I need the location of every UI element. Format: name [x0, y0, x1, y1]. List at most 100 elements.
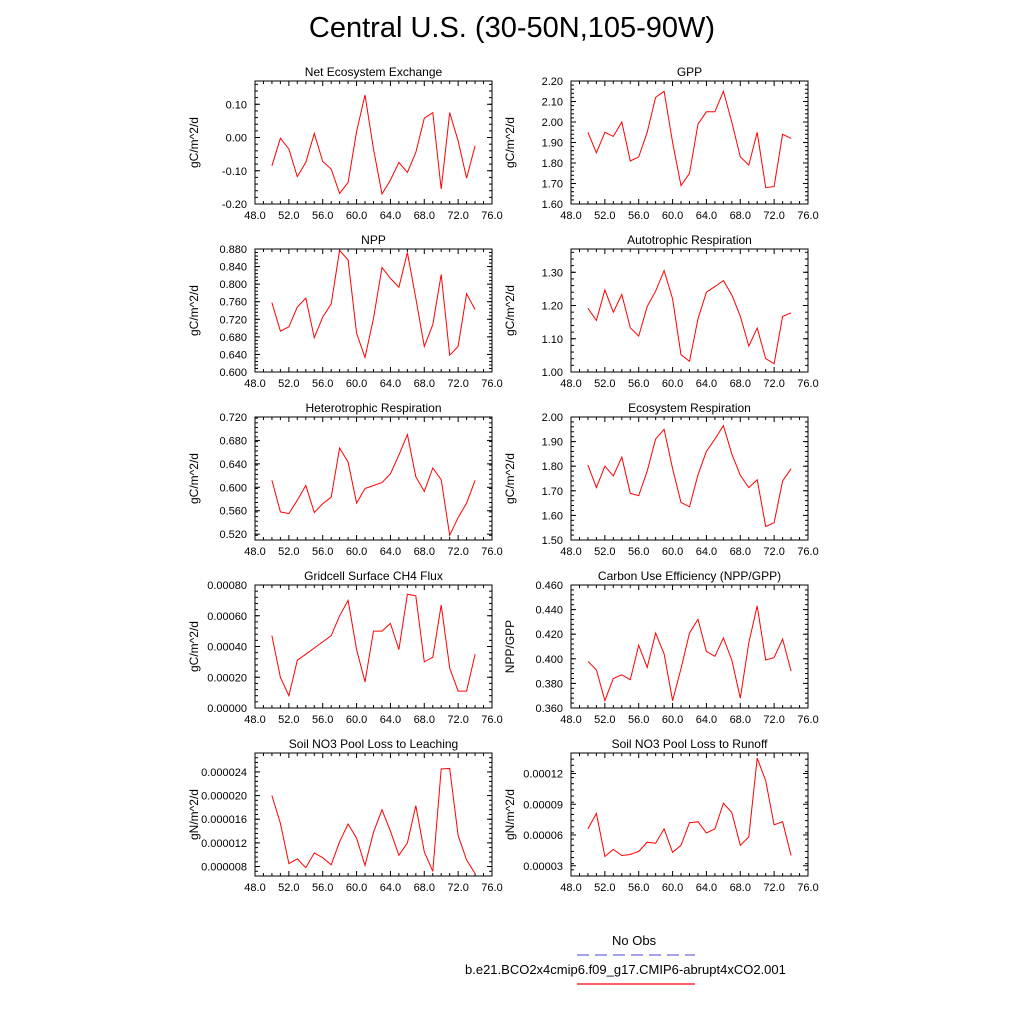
x-tick-label: 64.0 — [696, 210, 717, 222]
series-line — [271, 94, 476, 196]
panel-2: NPP gC/m^2/d 48.0 52.0 56.0 60.0 64.0 68.0 72.0 7… — [187, 233, 503, 390]
x-tick-label: 64.0 — [696, 378, 717, 390]
y-tick-label: 0.760 — [219, 297, 247, 309]
x-tick-label: 76.0 — [797, 714, 818, 726]
x-tick-label: 56.0 — [628, 378, 649, 390]
x-tick-label: 68.0 — [730, 378, 751, 390]
y-tick-label: 0.460 — [535, 580, 563, 592]
y-axis-label: gC/m^2/d — [187, 285, 201, 336]
panel-0: Net Ecosystem Exchange gC/m^2/d 48.0 52.0 56… — [187, 65, 503, 222]
y-tick-label: 0.000020 — [201, 791, 247, 803]
y-tick-label: 0.720 — [219, 314, 247, 326]
y-tick-label: -0.20 — [222, 199, 247, 211]
x-tick-label: 76.0 — [797, 546, 818, 558]
x-tick-label: 52.0 — [594, 210, 615, 222]
y-axis-label: gC/m^2/d — [187, 117, 201, 168]
x-tick-label: 72.0 — [447, 210, 468, 222]
panel-title: Soil NO3 Pool Loss to Runoff — [612, 737, 769, 751]
plot-frame — [254, 752, 493, 877]
y-axis-label: gC/m^2/d — [187, 453, 201, 504]
x-tick-label: 48.0 — [560, 546, 581, 558]
x-tick-label: 60.0 — [662, 210, 683, 222]
y-tick-label: 0.520 — [219, 529, 247, 541]
x-tick-label: 56.0 — [312, 546, 333, 558]
y-tick-label: 0.00000 — [207, 703, 247, 715]
y-tick-label: 0.00080 — [207, 580, 247, 592]
y-tick-label: 0.680 — [219, 332, 247, 344]
panel-5: Ecosystem Respiration gC/m^2/d 48.0 52.0 56.… — [503, 401, 819, 558]
x-tick-label: 72.0 — [447, 546, 468, 558]
x-tick-label: 76.0 — [481, 210, 502, 222]
panel-title: Ecosystem Respiration — [628, 401, 751, 415]
x-tick-label: 48.0 — [244, 546, 265, 558]
y-axis-label: NPP/GPP — [503, 620, 517, 673]
x-tick-label: 64.0 — [380, 378, 401, 390]
series-line — [271, 432, 476, 537]
y-tick-label: 0.00006 — [523, 830, 563, 842]
series-line — [587, 757, 792, 858]
x-tick-label: 64.0 — [696, 714, 717, 726]
series-line — [587, 89, 792, 189]
x-tick-label: 76.0 — [797, 210, 818, 222]
x-tick-label: 68.0 — [730, 882, 751, 894]
y-tick-label: -0.10 — [222, 166, 247, 178]
x-tick-label: 48.0 — [560, 714, 581, 726]
panel-7: Carbon Use Efficiency (NPP/GPP) NPP/GPP 48… — [503, 569, 819, 726]
y-tick-label: 0.00009 — [523, 799, 563, 811]
y-tick-label: 1.10 — [542, 334, 563, 346]
y-tick-label: 1.80 — [542, 461, 563, 473]
x-tick-label: 72.0 — [447, 378, 468, 390]
legend-model-label: b.e21.BCO2x4cmip6.f09_g17.CMIP6-abrupt4x… — [465, 962, 786, 977]
x-tick-label: 60.0 — [662, 714, 683, 726]
x-tick-label: 48.0 — [560, 882, 581, 894]
x-tick-label: 52.0 — [594, 546, 615, 558]
x-tick-label: 64.0 — [380, 714, 401, 726]
y-tick-label: 1.80 — [542, 158, 563, 170]
x-tick-label: 60.0 — [662, 378, 683, 390]
y-tick-label: 0.00003 — [523, 861, 563, 873]
x-tick-label: 72.0 — [763, 546, 784, 558]
x-tick-label: 60.0 — [346, 714, 367, 726]
x-tick-label: 64.0 — [696, 546, 717, 558]
y-tick-label: 0.840 — [219, 262, 247, 274]
y-tick-label: 0.800 — [219, 279, 247, 291]
panel-9: Soil NO3 Pool Loss to Runoff gN/m^2/d 48.0… — [503, 737, 819, 894]
y-tick-label: 0.380 — [535, 678, 563, 690]
y-tick-label: 0.000016 — [201, 814, 247, 826]
y-tick-label: 1.00 — [542, 367, 563, 379]
y-tick-label: 0.000008 — [201, 862, 247, 874]
series-line — [587, 605, 792, 703]
x-tick-label: 72.0 — [763, 714, 784, 726]
y-tick-label: 0.560 — [219, 506, 247, 518]
y-axis-label: gN/m^2/d — [503, 789, 517, 840]
x-tick-label: 52.0 — [278, 546, 299, 558]
y-tick-label: 0.10 — [226, 99, 247, 111]
x-tick-label: 48.0 — [244, 210, 265, 222]
y-tick-label: 0.000012 — [201, 838, 247, 850]
plot-frame — [570, 416, 809, 541]
y-tick-label: 0.880 — [219, 244, 247, 256]
y-tick-label: 0.440 — [535, 605, 563, 617]
x-tick-label: 56.0 — [628, 714, 649, 726]
plot-frame — [254, 80, 493, 205]
panel-title: GPP — [677, 65, 702, 79]
x-tick-label: 76.0 — [481, 714, 502, 726]
plot-frame — [254, 248, 493, 373]
x-tick-label: 48.0 — [244, 378, 265, 390]
x-tick-label: 60.0 — [346, 882, 367, 894]
x-tick-label: 76.0 — [481, 882, 502, 894]
x-tick-label: 52.0 — [594, 882, 615, 894]
y-tick-label: 1.90 — [542, 437, 563, 449]
y-tick-label: 1.70 — [542, 486, 563, 498]
x-tick-label: 60.0 — [662, 546, 683, 558]
x-tick-label: 72.0 — [763, 378, 784, 390]
panel-1: GPP gC/m^2/d 48.0 52.0 56.0 60.0 64.0 68.0 72.0 7… — [503, 65, 819, 222]
series-line — [587, 424, 792, 528]
panel-title: Soil NO3 Pool Loss to Leaching — [289, 737, 458, 751]
y-tick-label: 0.420 — [535, 629, 563, 641]
y-tick-label: 0.600 — [219, 367, 247, 379]
y-tick-label: 0.400 — [535, 654, 563, 666]
x-tick-label: 64.0 — [380, 882, 401, 894]
y-tick-label: 2.00 — [542, 412, 563, 424]
panel-title: Net Ecosystem Exchange — [305, 65, 443, 79]
